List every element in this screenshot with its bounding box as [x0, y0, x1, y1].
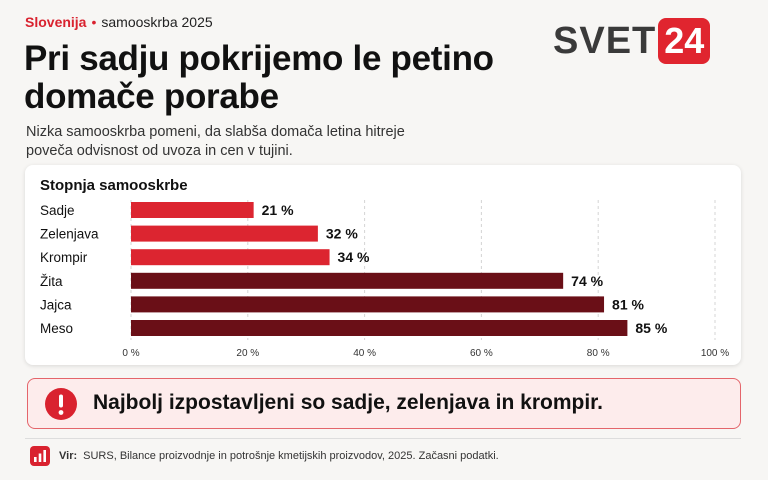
data-label: 32 %	[326, 226, 358, 242]
data-label: 85 %	[635, 320, 667, 336]
x-tick-label: 80 %	[587, 348, 610, 359]
bar	[131, 272, 564, 289]
bar	[131, 202, 254, 218]
category-label: Sadje	[40, 203, 75, 218]
source-note: Vir: SURS, Bilance proizvodnje in potroš…	[30, 446, 499, 466]
category-label: Meso	[40, 321, 73, 336]
source-label: Vir:	[59, 450, 78, 462]
bar	[131, 296, 605, 313]
category-label: Zelenjava	[40, 227, 99, 242]
x-tick-label: 0 %	[122, 348, 139, 359]
category-label: Krompir	[40, 250, 88, 265]
source-text: SURS, Bilance proizvodnje in potrošnje k…	[83, 450, 499, 462]
data-label: 81 %	[612, 296, 644, 312]
region-label: Slovenija	[25, 14, 87, 30]
x-tick-label: 40 %	[353, 348, 376, 359]
chart-title: Stopnja samooskrbe	[40, 177, 188, 194]
bar	[131, 249, 330, 266]
brand-logo: SVET 24	[553, 18, 711, 64]
bar-chart: 0 % 20 % 40 % 60 % 80 % 100 % Sadje 21 % Zelenja…	[40, 200, 729, 359]
kicker: Slovenija • samooskrba 2025	[25, 14, 213, 30]
bar-chart-icon	[30, 446, 50, 466]
bar	[131, 320, 628, 336]
chart-card: Stopnja samooskrbe 0 % 20 % 40 % 60 % 80 % 10…	[25, 165, 741, 365]
page-title: Pri sadju pokrijemo le petino domače por…	[24, 39, 494, 116]
category-label: Jajca	[40, 297, 72, 312]
bar	[131, 225, 318, 242]
topic-label: samooskrba 2025	[101, 14, 213, 30]
kicker-separator: •	[91, 14, 97, 30]
x-tick-label: 20 %	[236, 348, 259, 359]
logo-word: SVET	[553, 20, 657, 62]
data-label: 21 %	[262, 202, 294, 218]
x-tick-label: 100 %	[701, 348, 729, 359]
data-label: 34 %	[338, 249, 370, 265]
category-label: Žita	[40, 274, 63, 289]
callout-box: Najbolj izpostavljeni so sadje, zelenjav…	[27, 378, 741, 429]
divider	[25, 438, 741, 439]
logo-number: 24	[658, 18, 711, 64]
exclamation-circle-icon	[45, 388, 77, 420]
page-subtitle: Nizka samooskrba pomeni, da slabša domač…	[26, 124, 405, 159]
data-label: 74 %	[571, 273, 603, 289]
callout-text: Najbolj izpostavljeni so sadje, zelenjav…	[93, 391, 603, 414]
x-tick-label: 60 %	[470, 348, 493, 359]
